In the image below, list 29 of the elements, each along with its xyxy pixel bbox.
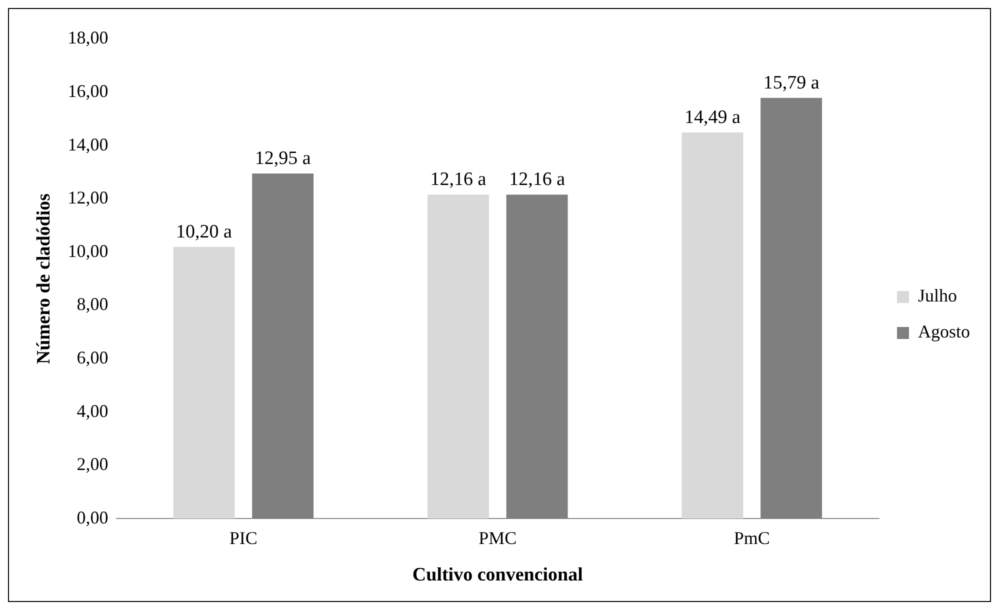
y-tick-label: 6,00 [76, 347, 108, 368]
x-tick-label: PMC [478, 528, 517, 548]
data-label: 12,16 a [430, 169, 487, 190]
y-tick-label: 4,00 [76, 400, 108, 421]
y-tick-label: 8,00 [76, 294, 108, 314]
y-tick-label: 18,00 [68, 28, 108, 48]
data-label: 12,95 a [254, 148, 312, 170]
data-label: 12,16 a [509, 169, 566, 190]
y-tick-label: 0,00 [76, 507, 108, 528]
data-label: 10,20 a [176, 221, 233, 242]
y-tick-label: 10,00 [68, 240, 108, 261]
bar [506, 194, 568, 519]
legend-label: Julho [918, 286, 958, 306]
bar [760, 98, 822, 519]
y-tick-label: 16,00 [68, 81, 108, 102]
x-axis-title: Cultivo convencional [412, 564, 583, 586]
data-label: 14,49 a [684, 107, 742, 128]
bar [252, 174, 314, 519]
legend-label: Agosto [918, 322, 970, 342]
y-tick-label: 12,00 [68, 188, 108, 208]
data-label: 15,79 a [763, 72, 820, 94]
x-tick-label: PmC [734, 528, 770, 548]
x-tick-label: PIC [229, 528, 258, 548]
y-tick-label: 2,00 [76, 454, 108, 474]
y-axis-title: Número de cladódios [33, 193, 54, 364]
bar [682, 132, 744, 519]
bar [428, 194, 489, 519]
y-tick-label: 14,00 [68, 134, 108, 154]
bar [173, 246, 235, 519]
